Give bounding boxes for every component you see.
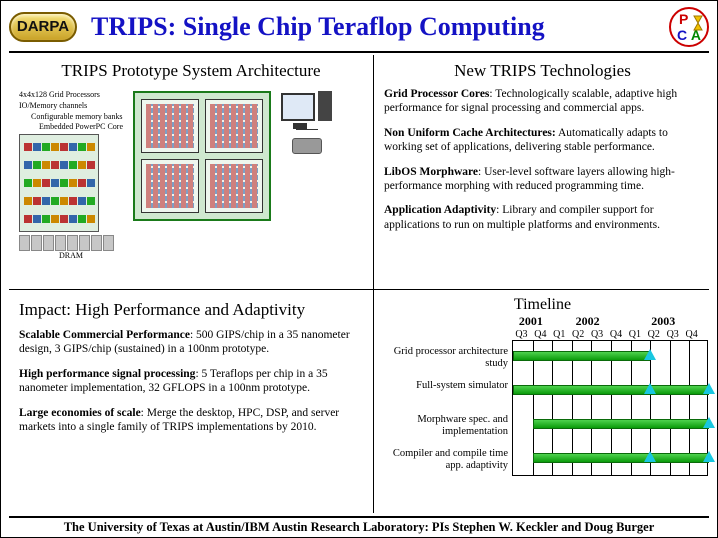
dram-row (19, 235, 123, 251)
timeline-bar (513, 351, 650, 361)
section-title: Impact: High Performance and Adaptivity (19, 300, 363, 320)
processor-icon (19, 134, 99, 232)
main-chip-icon (133, 91, 271, 221)
header: DARPA TRIPS: Single Chip Teraflop Comput… (1, 1, 717, 49)
divider (9, 51, 709, 53)
timeline-row-label: Full-system simulator (384, 380, 508, 392)
timeline-row-label: Morphware spec. and implementation (384, 414, 508, 437)
timeline-row-label: Grid processor architecture study (384, 346, 508, 369)
darpa-badge: DARPA (9, 12, 77, 42)
milestone-marker (644, 349, 656, 360)
footer: The University of Texas at Austin/IBM Au… (9, 516, 709, 535)
text-item: Scalable Commercial Performance: 500 GIP… (19, 328, 363, 357)
computer-tower-icon (318, 91, 332, 121)
text-item: Application Adaptivity: Library and comp… (384, 203, 701, 232)
pca-logo: PCA (669, 7, 709, 47)
section-title: TRIPS Prototype System Architecture (19, 61, 363, 81)
milestone-marker (703, 383, 715, 394)
peripherals (281, 91, 332, 154)
text-item: High performance signal processing: 5 Te… (19, 367, 363, 396)
section-title: New TRIPS Technologies (384, 61, 701, 81)
label: Configurable memory banks (31, 113, 123, 122)
timeline-title: Timeline (384, 296, 701, 314)
label: Embedded PowerPC Core (39, 123, 123, 132)
text-item: Grid Processor Cores: Technologically sc… (384, 87, 701, 116)
timeline-row-label: Compiler and compile time app. adaptivit… (384, 448, 508, 471)
label: 4x4x128 Grid Processors (19, 91, 123, 100)
monitor-icon (281, 93, 315, 121)
timeline-panel: Timeline 200120022003 Q3Q4Q1Q2Q3Q4Q1Q2Q3… (374, 290, 711, 514)
milestone-marker (703, 417, 715, 428)
timeline-quarters: Q3Q4Q1Q2Q3Q4Q1Q2Q3Q4 (512, 329, 701, 340)
timeline-chart (512, 340, 708, 476)
timeline-bar (533, 419, 709, 429)
text-item: Large economies of scale: Merge the desk… (19, 406, 363, 435)
milestone-marker (644, 383, 656, 394)
milestone-marker (703, 451, 715, 462)
label: IO/Memory channels (19, 102, 123, 111)
technologies-panel: New TRIPS Technologies Grid Processor Co… (374, 55, 711, 289)
label: DRAM (19, 251, 123, 260)
timeline-years: 200120022003 (512, 314, 701, 329)
architecture-panel: TRIPS Prototype System Architecture 4x4x… (9, 55, 373, 289)
disk-icon (292, 138, 322, 154)
text-item: Non Uniform Cache Architectures: Automat… (384, 126, 701, 155)
page-title: TRIPS: Single Chip Teraflop Computing (77, 12, 669, 42)
text-item: LibOS Morphware: User-level software lay… (384, 165, 701, 194)
milestone-marker (644, 451, 656, 462)
chip-detail: 4x4x128 Grid Processors IO/Memory channe… (19, 91, 123, 260)
timeline-bar (513, 385, 709, 395)
timeline-bar (533, 453, 709, 463)
impact-panel: Impact: High Performance and Adaptivity … (9, 290, 373, 514)
content-grid: TRIPS Prototype System Architecture 4x4x… (9, 55, 709, 513)
